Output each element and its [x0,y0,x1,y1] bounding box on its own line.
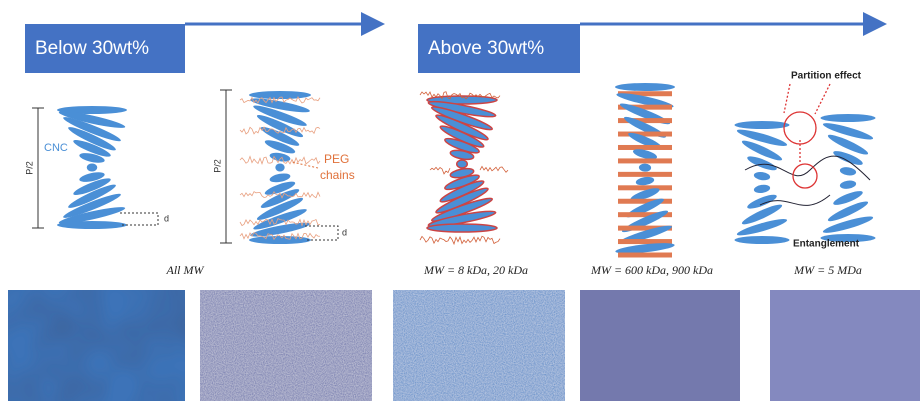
pitch-label: P/2 [212,159,222,173]
cnc-rod [822,120,874,142]
cnc-rod [249,236,311,244]
pointer [292,162,318,168]
cnc-rod [269,172,291,184]
cnc-rod [457,160,468,168]
peg-chain [420,236,500,244]
cnc-rod [736,127,788,149]
pitch-label: P/2 [24,161,34,175]
effect-label: Partition effect [791,71,862,82]
peg-bar [618,185,672,190]
photo [393,290,565,401]
mw-label: All MW [166,263,205,277]
cnc-rod [735,236,790,244]
cnc-rod [822,214,874,236]
peg-chain [430,167,450,174]
cnc-rod [275,164,284,172]
banner: Below 30wt% [25,24,382,73]
photo [200,290,372,401]
banner: Above 30wt% [418,24,884,73]
peg-bar [618,158,672,163]
cnc-rod [635,176,655,187]
cnc-rod [839,166,856,176]
banner-label: Above 30wt% [428,38,544,59]
photo [8,290,185,401]
cnc-rod [736,216,788,238]
banner-label: Below 30wt% [35,38,149,59]
cnc-rod [615,83,675,91]
mw-label: MW = 8 kDa, 20 kDa [423,263,528,277]
peg-bar [618,132,672,137]
peg-label: chains [320,168,355,182]
figure: Below 30wt% Above 30wt% P/2 P/2 d d CNC … [0,0,923,401]
cnc-label: CNC [44,142,68,154]
photo [580,290,740,401]
peg-chain [480,166,508,172]
spacing-label: d [342,227,347,237]
cnc-rod [735,121,790,129]
mw-label: MW = 600 kDa, 900 kDa [590,263,713,277]
spacing-label: d [164,213,169,223]
cnc-rod [57,221,127,229]
photo [770,290,920,401]
cnc-rod [839,179,856,189]
diagrams [57,83,876,258]
cnc-rod [753,171,770,181]
cnc-rod [821,114,876,122]
cnc-rod [753,184,770,194]
peg-bar [618,253,672,258]
cnc-rod [639,163,652,172]
cnc-rod [427,224,497,232]
effect-label: Entanglement [793,239,860,250]
peg-bar [618,172,672,177]
peg-label: PEG [324,152,349,166]
peg-bar [618,145,672,150]
mw-label: MW = 5 MDa [793,263,862,277]
cnc-rod [87,164,98,172]
